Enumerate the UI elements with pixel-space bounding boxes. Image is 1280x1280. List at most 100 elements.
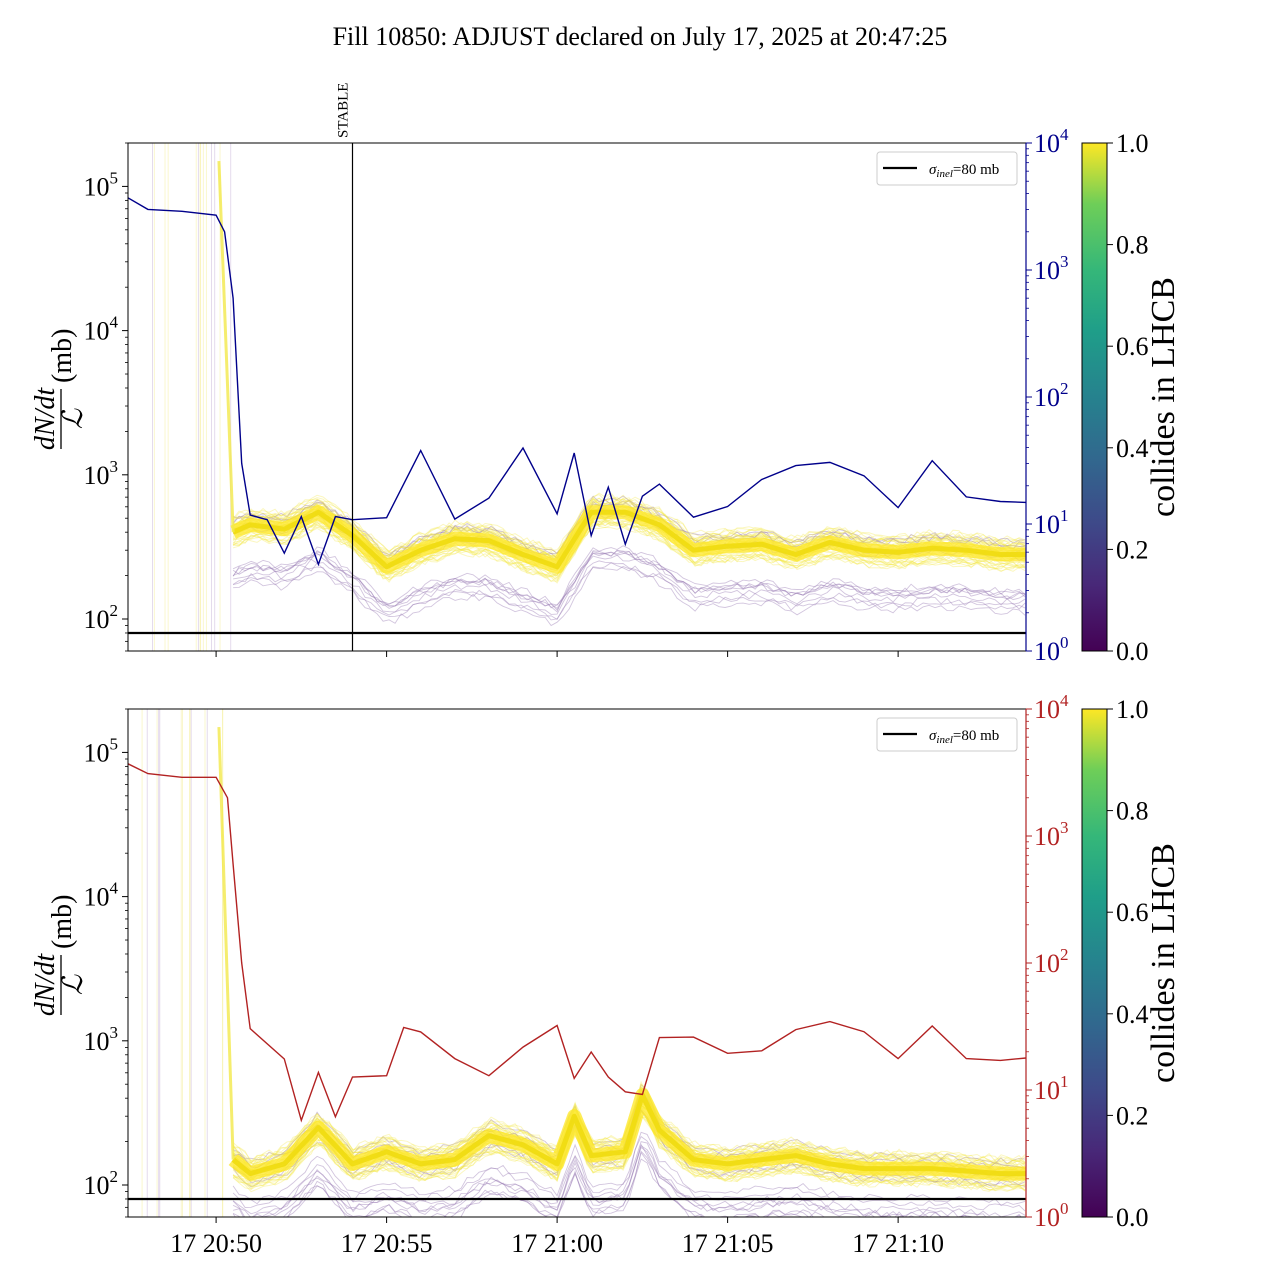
y2-tick-label: 101 xyxy=(1034,1072,1069,1105)
bunch-trace xyxy=(233,566,1026,627)
bunch-trace xyxy=(232,497,1026,559)
colorbar-tick-label: 0.2 xyxy=(1116,1101,1149,1130)
bunch-trace xyxy=(232,498,1026,557)
secondary-series-line xyxy=(128,763,1026,1123)
y-tick-label: 104 xyxy=(84,313,119,346)
bunch-trace xyxy=(232,1131,1026,1207)
plot-frame xyxy=(127,708,1027,1218)
bunch-trace xyxy=(232,1145,1022,1217)
colorbar-tick-label: 0.4 xyxy=(1116,1000,1149,1029)
y2-tick-label: 103 xyxy=(1034,818,1069,851)
colorbar-label: collides in LHCB xyxy=(1145,843,1182,1083)
bunch-trace xyxy=(232,521,1026,582)
bunch-trace xyxy=(232,497,1026,557)
y2-tick-label: 100 xyxy=(1034,633,1069,666)
secondary-series-line xyxy=(128,197,1026,567)
bunch-trace xyxy=(233,520,1026,584)
bunch-trace xyxy=(232,560,1026,621)
colorbar: 0.0 0.2 0.4 0.6 0.8 1.0 collides in LHCB xyxy=(1081,129,1182,666)
bunch-trace xyxy=(232,549,1026,609)
bunch-trace xyxy=(233,554,1026,615)
colorbar-tick-label: 0.6 xyxy=(1116,898,1149,927)
colorbar-tick-label: 0.4 xyxy=(1116,434,1149,463)
legend: σinel=80 mb xyxy=(876,151,1018,186)
bunch-trace xyxy=(232,521,1026,580)
band-center xyxy=(231,1092,1026,1177)
colorbar-tick-label: 0.6 xyxy=(1116,332,1149,361)
y-label-numerator: dN/dt xyxy=(30,953,61,1016)
y2-tick-label: 102 xyxy=(1034,945,1069,978)
y-axis-label: dN/dtℒ (mb) xyxy=(30,895,89,1017)
y2-tick-label: 104 xyxy=(1034,691,1069,724)
bunch-trace xyxy=(232,549,1026,613)
bunch-trace xyxy=(233,519,1026,576)
bottom-panel: 102 103 104 105 100 101 102 103 104 17 20:50 17 20… xyxy=(30,691,1182,1258)
y2-tick-label: 100 xyxy=(1034,1199,1069,1232)
colorbar-tick-label: 0.0 xyxy=(1116,1203,1149,1232)
colorbar-tick-label: 0.8 xyxy=(1116,231,1149,260)
bunch-trace xyxy=(232,499,1026,560)
top-panel: STABLE 102 103 104 105 100 101 102 103 104 dN/dtℒ (… xyxy=(30,83,1182,666)
bunch-trace xyxy=(232,550,1026,611)
colorbar-label: collides in LHCB xyxy=(1145,277,1182,517)
y2-tick-label: 104 xyxy=(1034,125,1069,158)
y-tick-label: 102 xyxy=(84,1167,119,1200)
colorbar-tick-label: 0.8 xyxy=(1116,797,1149,826)
colorbar-gradient xyxy=(1081,708,1108,1218)
stable-label: STABLE xyxy=(336,83,352,138)
legend: σinel=80 mb xyxy=(876,717,1018,752)
band-drop xyxy=(217,726,235,1160)
colorbar: 0.0 0.2 0.4 0.6 0.8 1.0 collides in LHCB xyxy=(1081,695,1182,1232)
y-label-numerator: dN/dt xyxy=(30,387,61,450)
y-label-unit: (mb) xyxy=(47,329,78,383)
y-tick-label: 102 xyxy=(84,601,119,634)
bunch-trace xyxy=(232,495,1026,557)
y2-tick-label: 102 xyxy=(1034,379,1069,412)
legend-box xyxy=(876,151,1018,186)
y-tick-label: 104 xyxy=(84,879,119,912)
y-tick-label: 103 xyxy=(84,1023,119,1056)
bunch-trace xyxy=(232,1135,1026,1212)
bunch-trace xyxy=(232,494,1026,555)
bunch-trace xyxy=(232,562,1026,621)
y-tick-label: 105 xyxy=(84,168,119,201)
colorbar-gradient xyxy=(1081,142,1108,652)
bunch-trace xyxy=(232,519,1026,582)
colorbar-tick-label: 0.2 xyxy=(1116,535,1149,564)
x-tick-label: 17 20:55 xyxy=(341,1229,433,1258)
bunch-trace xyxy=(232,1150,814,1217)
bunch-trace xyxy=(232,1114,1026,1193)
y2-tick-label: 101 xyxy=(1034,506,1069,539)
x-tick-label: 17 21:00 xyxy=(511,1229,603,1258)
legend-box xyxy=(876,717,1018,752)
bunch-trace xyxy=(232,519,1026,579)
colorbar-tick-label: 1.0 xyxy=(1116,129,1149,158)
x-tick-label: 17 20:50 xyxy=(170,1229,262,1258)
bunch-trace xyxy=(232,492,1026,553)
bunch-trace xyxy=(233,518,1026,576)
colorbar-tick-label: 1.0 xyxy=(1116,695,1149,724)
plot-area xyxy=(128,143,1026,651)
x-tick-label: 17 21:05 xyxy=(682,1229,774,1258)
plot-area xyxy=(128,709,1026,1217)
legend-label: σinel=80 mb xyxy=(929,728,999,746)
y-label-denominator: ℒ xyxy=(58,408,89,429)
bunch-trace xyxy=(232,545,1026,606)
x-tick-label: 17 21:10 xyxy=(852,1229,944,1258)
bunch-trace xyxy=(232,1146,1022,1217)
legend-label: σinel=80 mb xyxy=(929,162,999,180)
bunch-trace xyxy=(232,520,1026,580)
y-label-unit: (mb) xyxy=(47,895,78,949)
colorbar-tick-label: 0.0 xyxy=(1116,637,1149,666)
bunch-trace xyxy=(232,526,1026,583)
y-label-denominator: ℒ xyxy=(58,974,89,995)
bunch-trace xyxy=(232,1141,1026,1217)
figure-title: Fill 10850: ADJUST declared on July 17, … xyxy=(333,22,948,51)
y-axis-label: dN/dtℒ (mb) xyxy=(30,329,89,451)
band-drop xyxy=(217,160,235,533)
bunch-trace xyxy=(232,1143,986,1217)
y-tick-label: 105 xyxy=(84,734,119,767)
bunch-trace xyxy=(233,496,1026,559)
y2-tick-label: 103 xyxy=(1034,252,1069,285)
